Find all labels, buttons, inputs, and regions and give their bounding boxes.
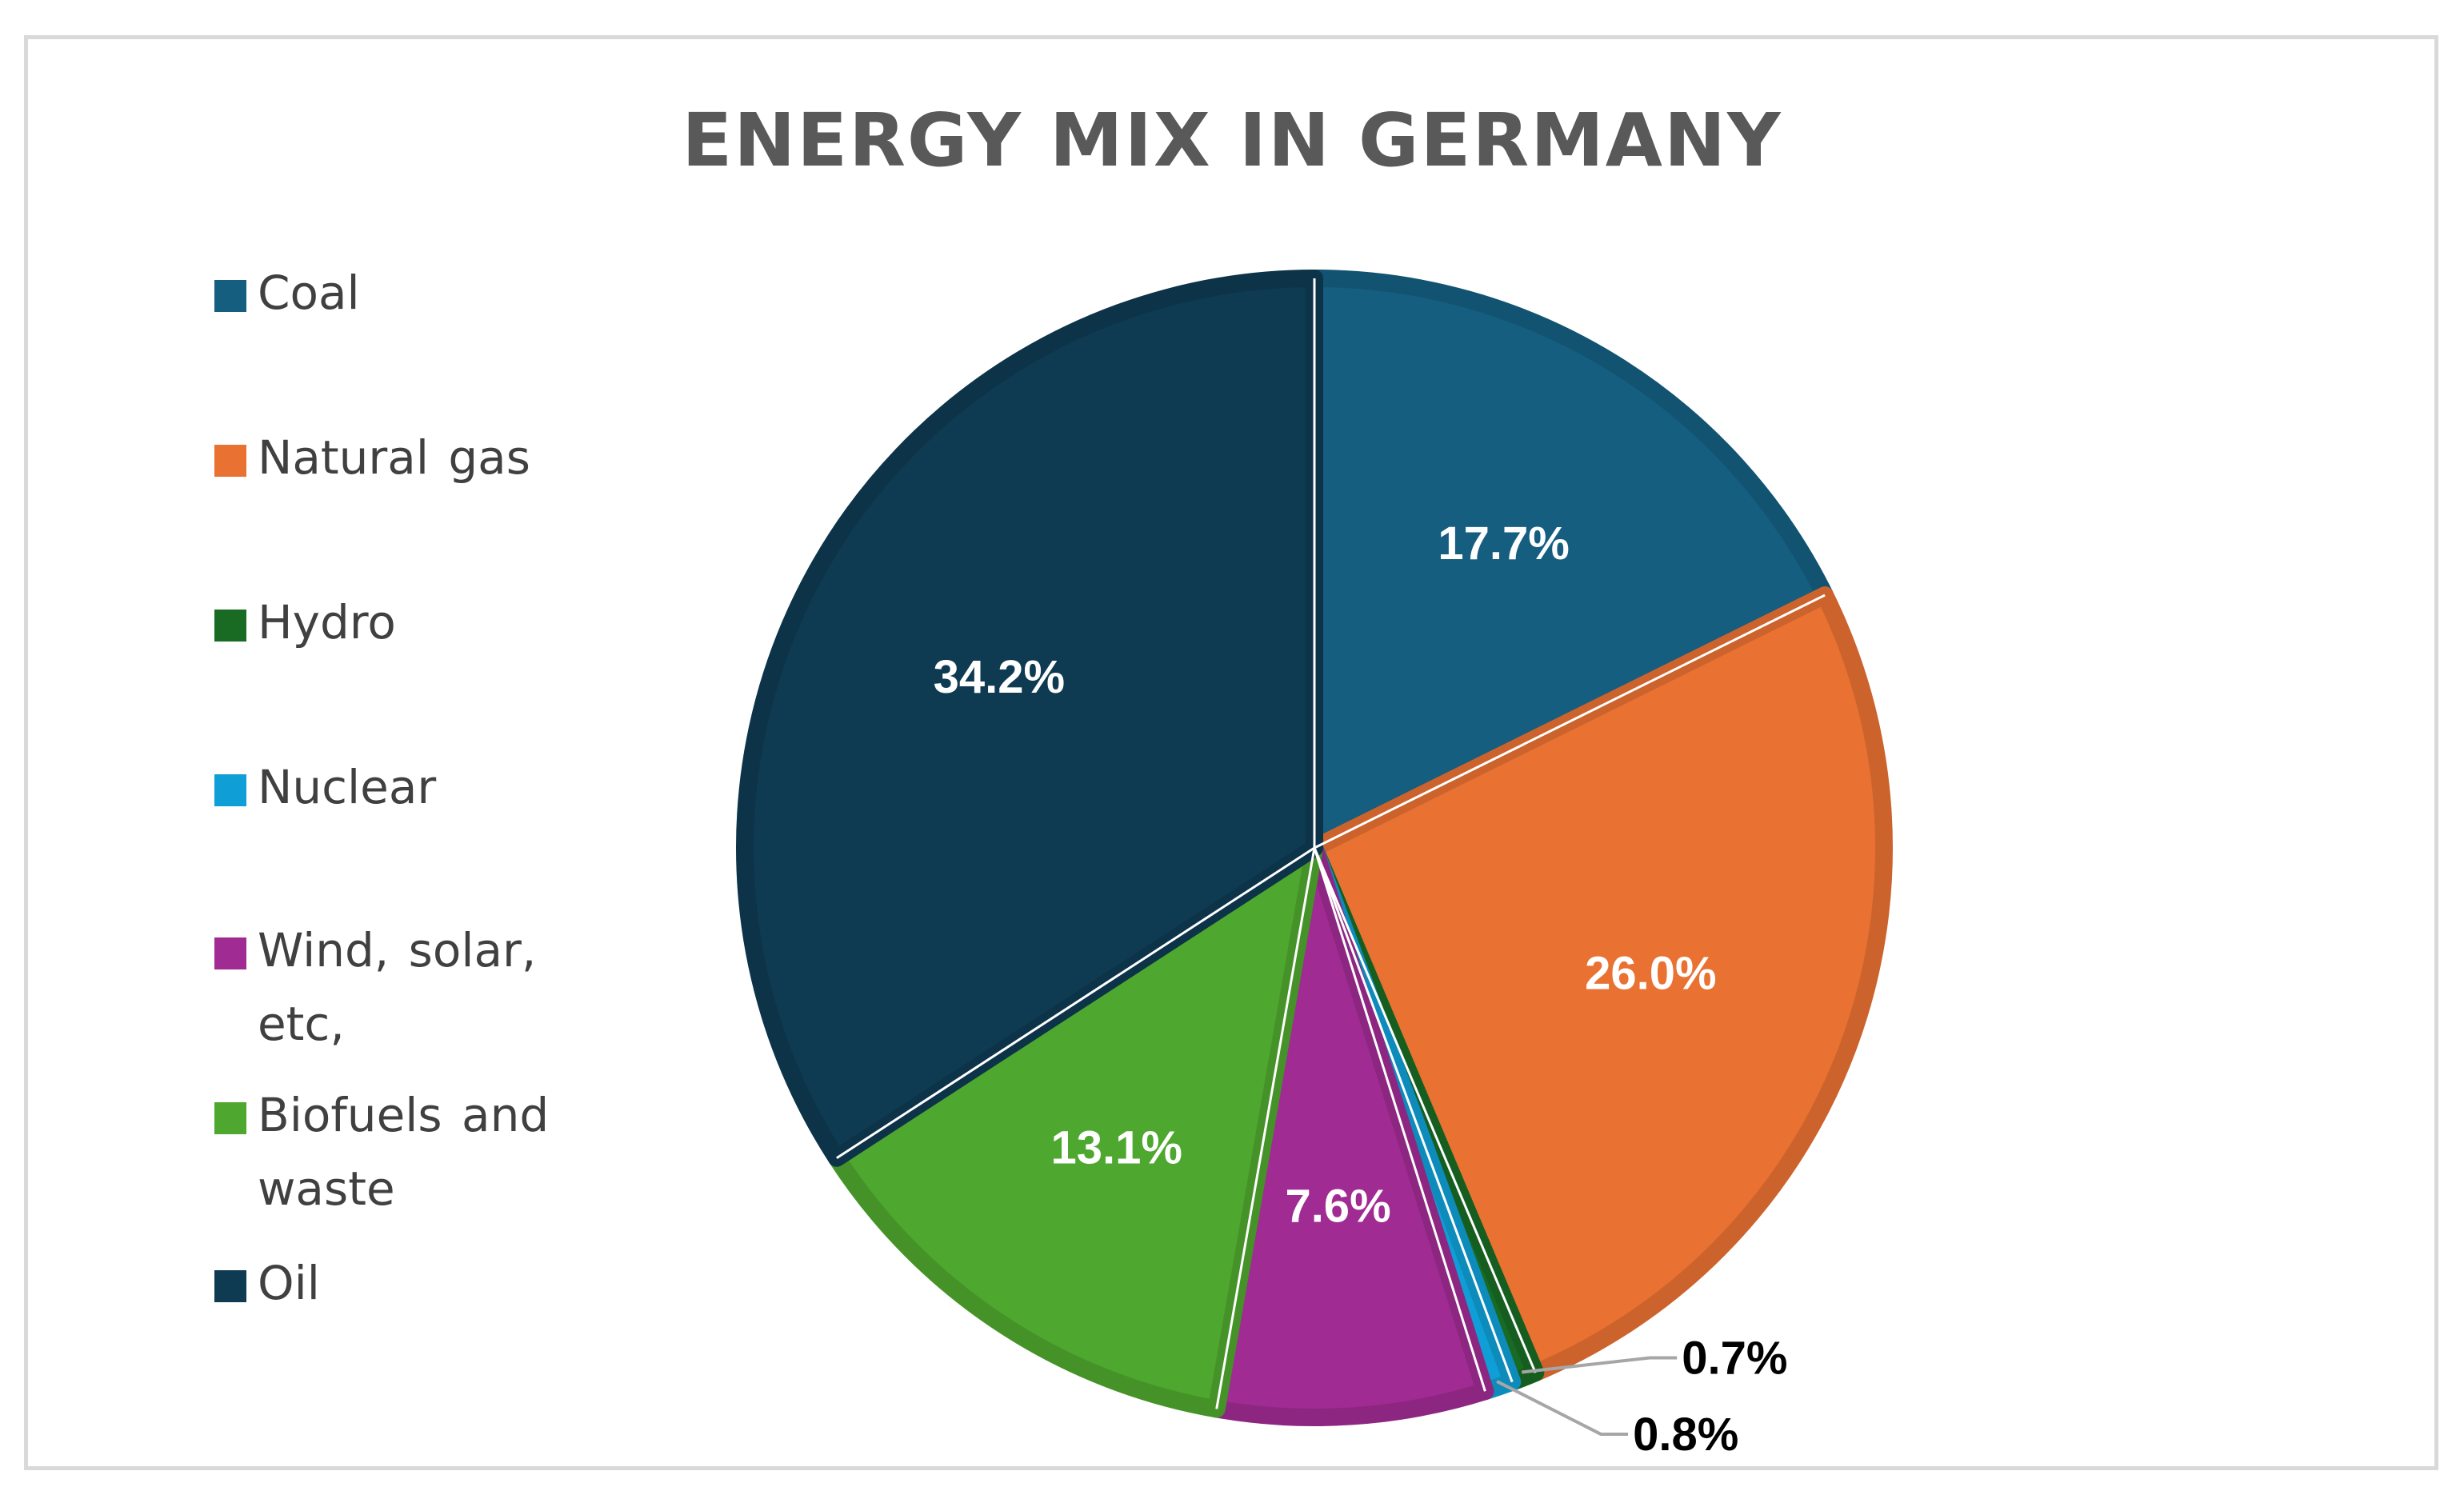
legend-item: Wind, solar, etc, — [214, 913, 594, 1061]
legend-swatch — [214, 1270, 246, 1302]
data-label: 7.6% — [1285, 1181, 1390, 1233]
legend-item: Hydro — [214, 586, 594, 659]
slice-separator — [1215, 847, 1316, 1409]
data-label: 17.7% — [1438, 518, 1569, 570]
data-label: 26.0% — [1585, 947, 1716, 999]
data-label: 34.2% — [934, 651, 1065, 703]
legend-swatch — [214, 610, 246, 642]
data-label: 13.1% — [1051, 1121, 1182, 1173]
legend-item: Oil — [214, 1246, 594, 1320]
legend-swatch — [214, 774, 246, 806]
legend-swatch — [214, 445, 246, 477]
legend-swatch — [214, 1102, 246, 1134]
legend-swatch — [214, 937, 246, 969]
slice-separator — [1314, 594, 1826, 849]
legend-label: Oil — [258, 1256, 320, 1310]
legend-label: Nuclear — [258, 760, 437, 814]
pie-slice — [827, 839, 1323, 1418]
legend-item: Coal — [214, 256, 594, 330]
chart-title: ENERGY MIX IN GERMANY — [682, 98, 1782, 183]
legend-label: Hydro — [258, 595, 396, 650]
slice-separator — [1313, 847, 1514, 1383]
legend-swatch — [214, 280, 246, 312]
legend-item: Natural gas — [214, 421, 594, 494]
legend-item: Nuclear — [214, 750, 594, 824]
legend-item: Biofuels and waste — [214, 1078, 594, 1225]
slice-separator — [836, 846, 1315, 1160]
legend-label: Natural gas — [258, 430, 530, 485]
pie-slice — [1306, 270, 1834, 857]
data-label: 0.7% — [1682, 1332, 1787, 1384]
legend-label: Coal — [258, 266, 360, 320]
pie-slice — [1207, 839, 1494, 1426]
leader-line — [1496, 1380, 1629, 1436]
slice-separator — [1313, 847, 1486, 1392]
leader-line — [1522, 1356, 1678, 1374]
legend-label: Wind, solar, etc, — [258, 923, 537, 1051]
pie-slice — [736, 270, 1323, 1167]
slice-separator — [1313, 847, 1537, 1373]
legend-label: Biofuels and waste — [258, 1088, 550, 1216]
data-label: 0.8% — [1633, 1409, 1738, 1461]
